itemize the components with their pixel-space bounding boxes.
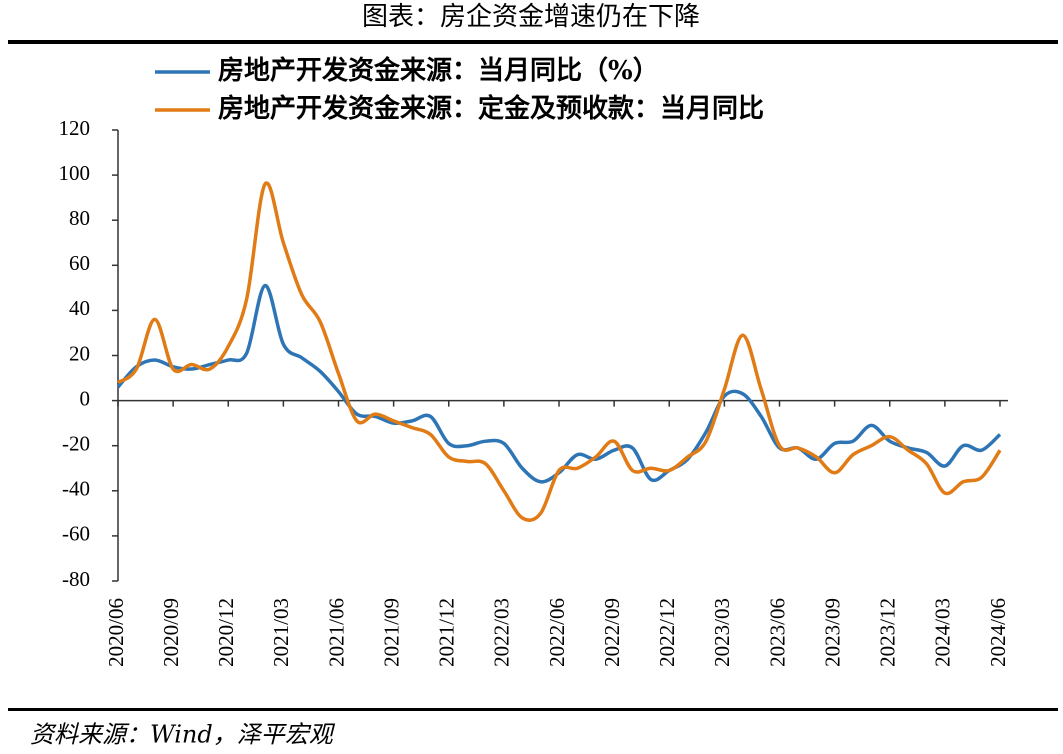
x-tick-label: 2022/09 xyxy=(600,598,624,667)
y-tick-label: -40 xyxy=(62,477,90,501)
source-note: 资料来源：Wind，泽平宏观 xyxy=(30,721,336,749)
x-tick-label: 2021/06 xyxy=(324,598,348,667)
x-tick-label: 2023/03 xyxy=(710,598,734,667)
x-tick-label: 2020/06 xyxy=(104,598,128,667)
x-tick-label: 2024/06 xyxy=(986,598,1010,667)
x-tick-label: 2024/03 xyxy=(931,598,955,667)
legend-label: 房地产开发资金来源：定金及预收款：当月同比 xyxy=(218,93,764,124)
line-series xyxy=(116,283,1002,484)
x-tick-label: 2023/12 xyxy=(876,598,900,667)
y-tick-label: 80 xyxy=(69,206,90,230)
y-tick-label: 0 xyxy=(80,386,91,410)
x-tick-label: 2020/09 xyxy=(159,598,183,667)
x-tick-label: 2020/12 xyxy=(214,598,238,667)
x-tick-label: 2022/06 xyxy=(545,598,569,667)
line-series xyxy=(116,181,1002,522)
y-tick-label: 60 xyxy=(69,251,90,275)
x-tick-label: 2021/12 xyxy=(435,598,459,667)
y-tick-label: 120 xyxy=(59,116,91,140)
x-tick-label: 2023/06 xyxy=(765,598,789,667)
y-tick-label: 40 xyxy=(69,296,90,320)
x-tick-label: 2021/09 xyxy=(379,598,403,667)
chart-title: 图表：房企资金增速仍在下降 xyxy=(362,2,700,32)
y-tick-label: 100 xyxy=(59,161,91,185)
bottom-rule xyxy=(8,708,1058,711)
x-tick-label: 2021/03 xyxy=(269,598,293,667)
y-tick-label: -80 xyxy=(62,567,90,591)
y-tick-label: -60 xyxy=(62,522,90,546)
y-tick-label: -20 xyxy=(62,432,90,456)
top-rule xyxy=(8,40,1058,44)
x-tick-label: 2022/03 xyxy=(490,598,514,667)
x-tick-label: 2022/12 xyxy=(655,598,679,667)
x-tick-label: 2023/09 xyxy=(820,598,844,667)
legend-label: 房地产开发资金来源：当月同比（%） xyxy=(218,55,659,86)
y-tick-label: 20 xyxy=(69,341,90,365)
